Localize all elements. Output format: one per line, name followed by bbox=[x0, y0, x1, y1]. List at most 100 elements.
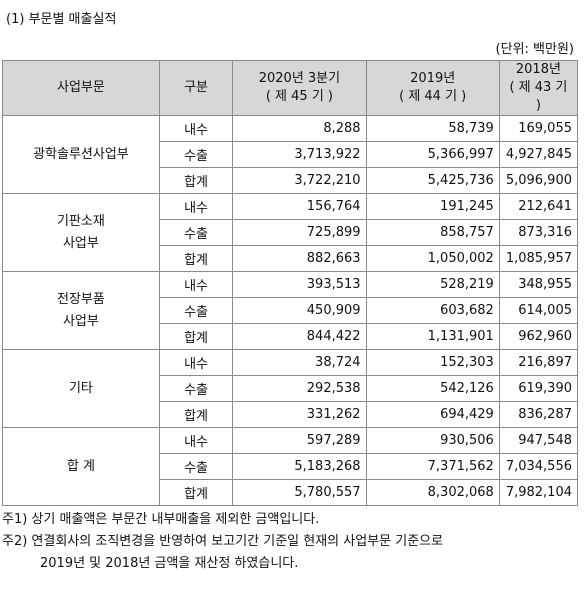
segment-cell: 광학솔루션사업부 bbox=[2, 115, 160, 194]
footnotes: 주1) 상기 매출액은 부문간 내부매출을 제외한 금액입니다. 주2) 연결회… bbox=[2, 509, 443, 575]
value-cell: 216,897 bbox=[498, 349, 579, 376]
value-cell: 393,513 bbox=[232, 271, 367, 298]
value-cell: 873,316 bbox=[498, 219, 579, 246]
kind-cell: 수출 bbox=[158, 297, 234, 324]
footnote-1: 주1) 상기 매출액은 부문간 내부매출을 제외한 금액입니다. bbox=[2, 512, 320, 527]
value-cell: 8,302,068 bbox=[365, 479, 500, 506]
kind-cell: 내수 bbox=[158, 271, 234, 298]
table-row: 수출 450,909 603,682 614,005 bbox=[3, 297, 579, 324]
value-cell: 882,663 bbox=[232, 245, 367, 272]
header-2020q3-year: 2020년 3분기 bbox=[258, 71, 341, 86]
segment-label: 사업부 bbox=[62, 313, 99, 329]
kind-cell: 수출 bbox=[158, 141, 234, 168]
segment-label: 합 계 bbox=[66, 458, 95, 474]
header-kind: 구분 bbox=[158, 60, 234, 116]
value-cell: 169,055 bbox=[498, 115, 579, 142]
value-cell: 4,927,845 bbox=[498, 141, 579, 168]
value-cell: 5,096,900 bbox=[498, 167, 579, 194]
value-cell: 844,422 bbox=[232, 323, 367, 350]
value-cell: 836,287 bbox=[498, 401, 579, 428]
kind-cell: 내수 bbox=[158, 193, 234, 220]
value-cell: 1,050,002 bbox=[365, 245, 500, 272]
value-cell: 962,960 bbox=[498, 323, 579, 350]
kind-cell: 합계 bbox=[158, 479, 234, 506]
value-cell: 7,982,104 bbox=[498, 479, 579, 506]
kind-cell: 내수 bbox=[158, 115, 234, 142]
kind-cell: 수출 bbox=[158, 453, 234, 480]
segment-label: 사업부 bbox=[62, 235, 99, 251]
footnote-2-line-1: 주2) 연결회사의 조직변경을 반영하여 보고기간 기준일 현재의 사업부문 기… bbox=[2, 534, 444, 549]
section-title: (1) 부문별 매출실적 bbox=[6, 12, 117, 27]
segment-label: 광학솔루션사업부 bbox=[33, 146, 129, 162]
value-cell: 191,245 bbox=[365, 193, 500, 220]
value-cell: 858,757 bbox=[365, 219, 500, 246]
header-2018-year: 2018년 bbox=[515, 62, 561, 77]
value-cell: 1,131,901 bbox=[365, 323, 500, 350]
value-cell: 5,425,736 bbox=[365, 167, 500, 194]
header-2020q3: 2020년 3분기 ( 제 45 기 ) bbox=[232, 60, 367, 116]
value-cell: 7,034,556 bbox=[498, 453, 579, 480]
value-cell: 8,288 bbox=[232, 115, 367, 142]
kind-cell: 수출 bbox=[158, 219, 234, 246]
segment-cell: 합 계 bbox=[2, 427, 160, 506]
segment-label: 기타 bbox=[68, 380, 93, 396]
value-cell: 292,538 bbox=[232, 375, 367, 402]
table-row: 수출 3,713,922 5,366,997 4,927,845 bbox=[3, 141, 579, 168]
kind-cell: 내수 bbox=[158, 427, 234, 454]
table-row: 기타 내수 38,724 152,303 216,897 bbox=[2, 349, 579, 428]
table-row: 전장부품 사업부 내수 393,513 528,219 348,955 bbox=[2, 271, 579, 350]
table-row: 합 계 내수 597,289 930,506 947,548 bbox=[2, 427, 579, 506]
value-cell: 1,085,957 bbox=[498, 245, 579, 272]
segment-label: 전장부품 bbox=[56, 291, 105, 307]
value-cell: 348,955 bbox=[498, 271, 579, 298]
header-2019-year: 2019년 bbox=[410, 71, 456, 86]
value-cell: 7,371,562 bbox=[365, 453, 500, 480]
kind-cell: 합계 bbox=[158, 401, 234, 428]
value-cell: 725,899 bbox=[232, 219, 367, 246]
header-2018: 2018년 ( 제 43 기 ) bbox=[498, 60, 579, 116]
kind-cell: 내수 bbox=[158, 349, 234, 376]
value-cell: 694,429 bbox=[365, 401, 500, 428]
segment-cell: 기타 bbox=[2, 349, 160, 428]
value-cell: 603,682 bbox=[365, 297, 500, 324]
header-2018-term: ( 제 43 기 ) bbox=[509, 80, 568, 113]
table-row: 합계 3,722,210 5,425,736 5,096,900 bbox=[3, 167, 579, 194]
header-2019: 2019년 ( 제 44 기 ) bbox=[365, 60, 500, 116]
table-body: 광학솔루션사업부 내수 8,288 58,739 169,055 수출 3,713,922 5… bbox=[2, 115, 579, 506]
value-cell: 152,303 bbox=[365, 349, 500, 376]
segment-label: 기판소재 bbox=[56, 213, 105, 229]
value-cell: 528,219 bbox=[365, 271, 500, 298]
value-cell: 212,641 bbox=[498, 193, 579, 220]
table-row: 수출 292,538 542,126 619,390 bbox=[3, 375, 579, 402]
value-cell: 156,764 bbox=[232, 193, 367, 220]
unit-label: (단위: 백만원) bbox=[495, 42, 574, 57]
kind-cell: 합계 bbox=[158, 167, 234, 194]
value-cell: 450,909 bbox=[232, 297, 367, 324]
table-row: 기판소재 사업부 내수 156,764 191,245 212,641 bbox=[2, 193, 579, 272]
header-2019-term: ( 제 44 기 ) bbox=[399, 89, 467, 104]
value-cell: 331,262 bbox=[232, 401, 367, 428]
value-cell: 38,724 bbox=[232, 349, 367, 376]
table-row: 합계 331,262 694,429 836,287 bbox=[3, 401, 579, 428]
kind-cell: 합계 bbox=[158, 245, 234, 272]
sales-table: 사업부문 구분 2020년 3분기 ( 제 45 기 ) 2019년 ( 제 4… bbox=[2, 60, 579, 506]
kind-cell: 수출 bbox=[158, 375, 234, 402]
kind-cell: 합계 bbox=[158, 323, 234, 350]
value-cell: 930,506 bbox=[365, 427, 500, 454]
header-segment: 사업부문 bbox=[2, 60, 160, 116]
value-cell: 614,005 bbox=[498, 297, 579, 324]
table-row: 합계 844,422 1,131,901 962,960 bbox=[3, 323, 579, 350]
value-cell: 58,739 bbox=[365, 115, 500, 142]
value-cell: 619,390 bbox=[498, 375, 579, 402]
value-cell: 3,713,922 bbox=[232, 141, 367, 168]
header-2020q3-term: ( 제 45 기 ) bbox=[265, 89, 333, 104]
value-cell: 597,289 bbox=[232, 427, 367, 454]
table-header-row: 사업부문 구분 2020년 3분기 ( 제 45 기 ) 2019년 ( 제 4… bbox=[2, 60, 579, 116]
value-cell: 3,722,210 bbox=[232, 167, 367, 194]
table-row: 합계 5,780,557 8,302,068 7,982,104 bbox=[3, 479, 579, 506]
table-row: 광학솔루션사업부 내수 8,288 58,739 169,055 bbox=[2, 115, 579, 194]
value-cell: 5,780,557 bbox=[232, 479, 367, 506]
value-cell: 542,126 bbox=[365, 375, 500, 402]
